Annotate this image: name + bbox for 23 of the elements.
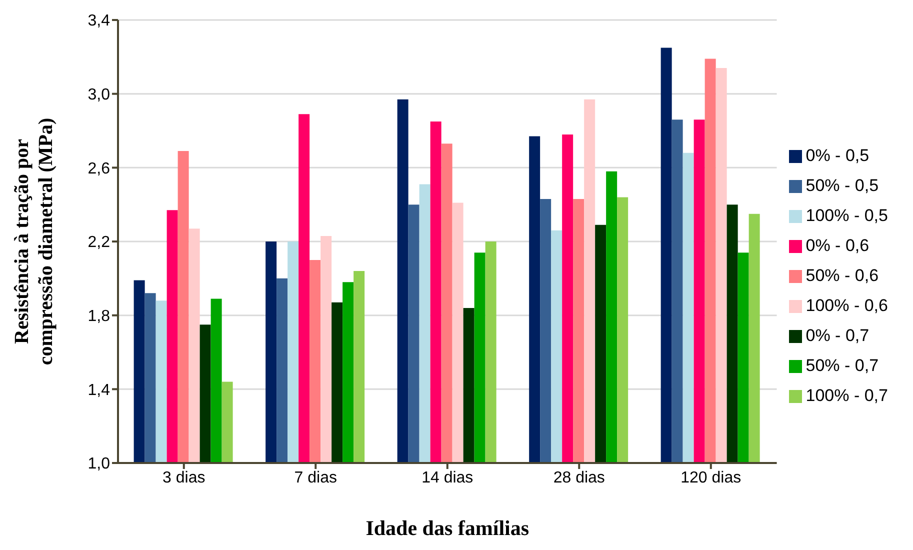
x-tick-label: 14 dias [422,469,474,486]
x-tick-label: 120 dias [680,469,742,486]
y-tick-label: 2,2 [88,234,110,252]
legend-label: 50% - 0,7 [806,356,879,374]
legend-label: 50% - 0,6 [806,266,879,284]
y-tick-label: 3,4 [88,12,110,30]
y-tick-label: 1,4 [88,382,110,399]
x-tick-label: 28 dias [553,469,605,486]
legend-label: 100% - 0,5 [806,206,888,224]
legend-label: 0% - 0,7 [806,326,870,344]
x-axis-title: Idade das famílias [366,516,530,540]
y-tick-label: 2,6 [88,160,110,178]
y-tick-label: 1,8 [88,308,110,326]
y-axis-title: Resistência à tração por compressão diametral (MPa) [11,118,57,366]
legend-label: 0% - 0,5 [806,146,870,164]
y-tick-label: 1,0 [88,456,110,473]
legend-label: 100% - 0,6 [806,296,888,314]
y-tick-label: 3,0 [88,86,110,104]
x-tick-label: 3 dias [162,469,206,486]
x-tick-label: 7 dias [294,469,337,486]
legend-label: 50% - 0,5 [806,176,879,194]
legend-label: 100% - 0,7 [806,386,888,404]
legend-label: 0% - 0,6 [806,236,870,254]
